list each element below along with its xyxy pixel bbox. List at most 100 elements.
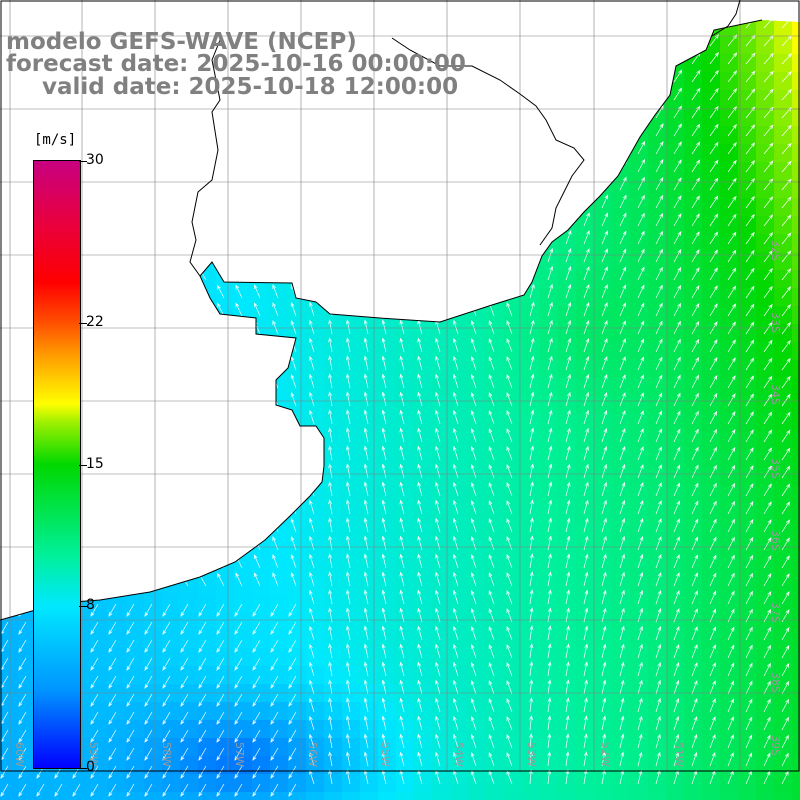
- field-cell: [342, 576, 361, 595]
- wind-arrow: [399, 679, 405, 695]
- wind-arrow: [252, 747, 261, 761]
- field-cell: [342, 360, 361, 379]
- wind-arrow: [709, 698, 716, 713]
- field-cell: [774, 504, 793, 523]
- field-cell: [252, 702, 271, 721]
- wind-arrow: [637, 446, 644, 461]
- field-cell: [594, 702, 613, 721]
- field-cell: [666, 360, 685, 379]
- wind-arrow: [709, 626, 716, 641]
- wind-arrow: [673, 500, 680, 515]
- wind-arrow: [745, 375, 754, 389]
- wind-arrow: [709, 536, 717, 551]
- wind-arrow: [709, 195, 719, 209]
- wind-arrow: [637, 697, 643, 713]
- wind-arrow: [565, 230, 572, 245]
- field-cell: [558, 738, 577, 757]
- field-cell: [666, 162, 685, 181]
- field-cell: [720, 342, 739, 361]
- wind-arrow: [399, 499, 405, 515]
- field-cell: [270, 648, 289, 667]
- field-cell: [738, 216, 757, 235]
- field-cell: [396, 522, 415, 541]
- wind-arrow: [781, 214, 792, 227]
- field-cell: [126, 702, 145, 721]
- field-cell: [630, 702, 649, 721]
- field-cell: [360, 342, 379, 361]
- wind-arrow: [655, 679, 661, 695]
- field-cell: [738, 414, 757, 433]
- wind-arrow: [727, 644, 735, 659]
- wind-arrow: [781, 591, 790, 605]
- field-cell: [612, 414, 631, 433]
- field-cell: [720, 162, 739, 181]
- wind-arrow: [328, 571, 333, 587]
- field-cell: [756, 540, 775, 559]
- wind-arrow: [709, 644, 716, 659]
- wind-arrow: [180, 603, 189, 617]
- wind-arrow: [547, 481, 553, 497]
- wind-arrow: [745, 680, 753, 695]
- wind-arrow: [745, 752, 752, 767]
- wind-arrow: [583, 391, 590, 407]
- field-cell: [540, 396, 559, 415]
- field-cell: [324, 630, 343, 649]
- field-cell: [216, 738, 235, 757]
- wind-arrow: [328, 643, 333, 659]
- wind-arrow: [655, 410, 663, 425]
- field-cell: [378, 324, 397, 343]
- field-cell: [342, 450, 361, 469]
- wind-arrow: [709, 554, 717, 569]
- field-cell: [702, 234, 721, 253]
- field-cell: [558, 522, 577, 541]
- wind-arrow: [583, 373, 590, 389]
- wind-arrow: [435, 751, 441, 767]
- field-cell: [468, 756, 487, 775]
- field-cell: [342, 432, 361, 451]
- field-cell: [720, 594, 739, 613]
- field-cell: [288, 648, 307, 667]
- wind-arrow: [727, 680, 735, 695]
- field-cell: [270, 792, 289, 800]
- field-cell: [378, 342, 397, 361]
- field-cell: [540, 612, 559, 631]
- field-cell: [612, 360, 631, 379]
- wind-arrow: [288, 711, 297, 725]
- field-cell: [684, 90, 703, 109]
- field-cell: [666, 234, 685, 253]
- wind-arrow: [547, 463, 553, 479]
- wind-arrow: [565, 751, 570, 767]
- field-cell: [360, 756, 379, 775]
- wind-arrow: [781, 268, 792, 281]
- field-cell: [396, 630, 415, 649]
- wind-arrow: [619, 410, 626, 425]
- wind-arrow: [217, 572, 225, 587]
- field-cell: [630, 342, 649, 361]
- field-cell: [450, 702, 469, 721]
- wind-arrow: [417, 679, 423, 695]
- wind-arrow: [435, 499, 441, 515]
- wind-arrow: [601, 248, 608, 263]
- field-cell: [414, 792, 433, 800]
- wind-arrow: [691, 123, 701, 137]
- field-cell: [792, 720, 800, 739]
- field-cell: [576, 612, 595, 631]
- field-cell: [522, 450, 541, 469]
- wind-arrow: [709, 500, 717, 515]
- field-cell: [684, 270, 703, 289]
- wind-arrow: [381, 481, 387, 497]
- field-cell: [288, 378, 307, 397]
- colorbar-tick: [79, 606, 87, 607]
- wind-arrow: [453, 715, 459, 731]
- wind-arrow: [346, 427, 351, 443]
- wind-arrow: [691, 446, 699, 461]
- wind-arrow: [234, 729, 243, 743]
- field-cell: [630, 270, 649, 289]
- wind-arrow: [453, 409, 459, 425]
- field-cell: [144, 756, 163, 775]
- wind-arrow: [144, 639, 153, 653]
- wind-arrow: [601, 733, 606, 749]
- field-cell: [432, 342, 451, 361]
- wind-arrow: [763, 626, 772, 641]
- field-cell: [720, 792, 739, 800]
